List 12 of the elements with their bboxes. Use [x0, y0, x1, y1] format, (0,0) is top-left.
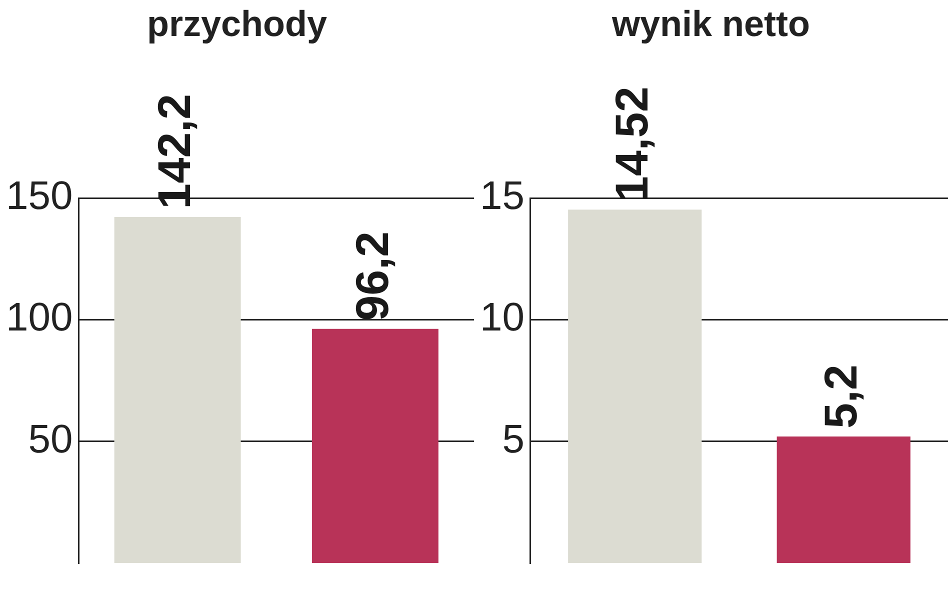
chart-title: przychody	[146, 2, 328, 46]
data-label: 14,52	[606, 86, 658, 202]
data-label: 142,2	[148, 94, 200, 209]
y-tick-label: 100	[6, 296, 73, 340]
y-tick-label: 5	[502, 417, 524, 462]
y-tick-label: 15	[480, 174, 524, 218]
data-label: 5,2	[814, 364, 866, 428]
y-tick-label: 50	[28, 417, 73, 462]
y-tick-label: 150	[6, 174, 73, 218]
y-tick-label: 10	[480, 296, 524, 340]
data-label: 96,2	[346, 231, 398, 321]
chart-title: wynik netto	[610, 2, 812, 46]
